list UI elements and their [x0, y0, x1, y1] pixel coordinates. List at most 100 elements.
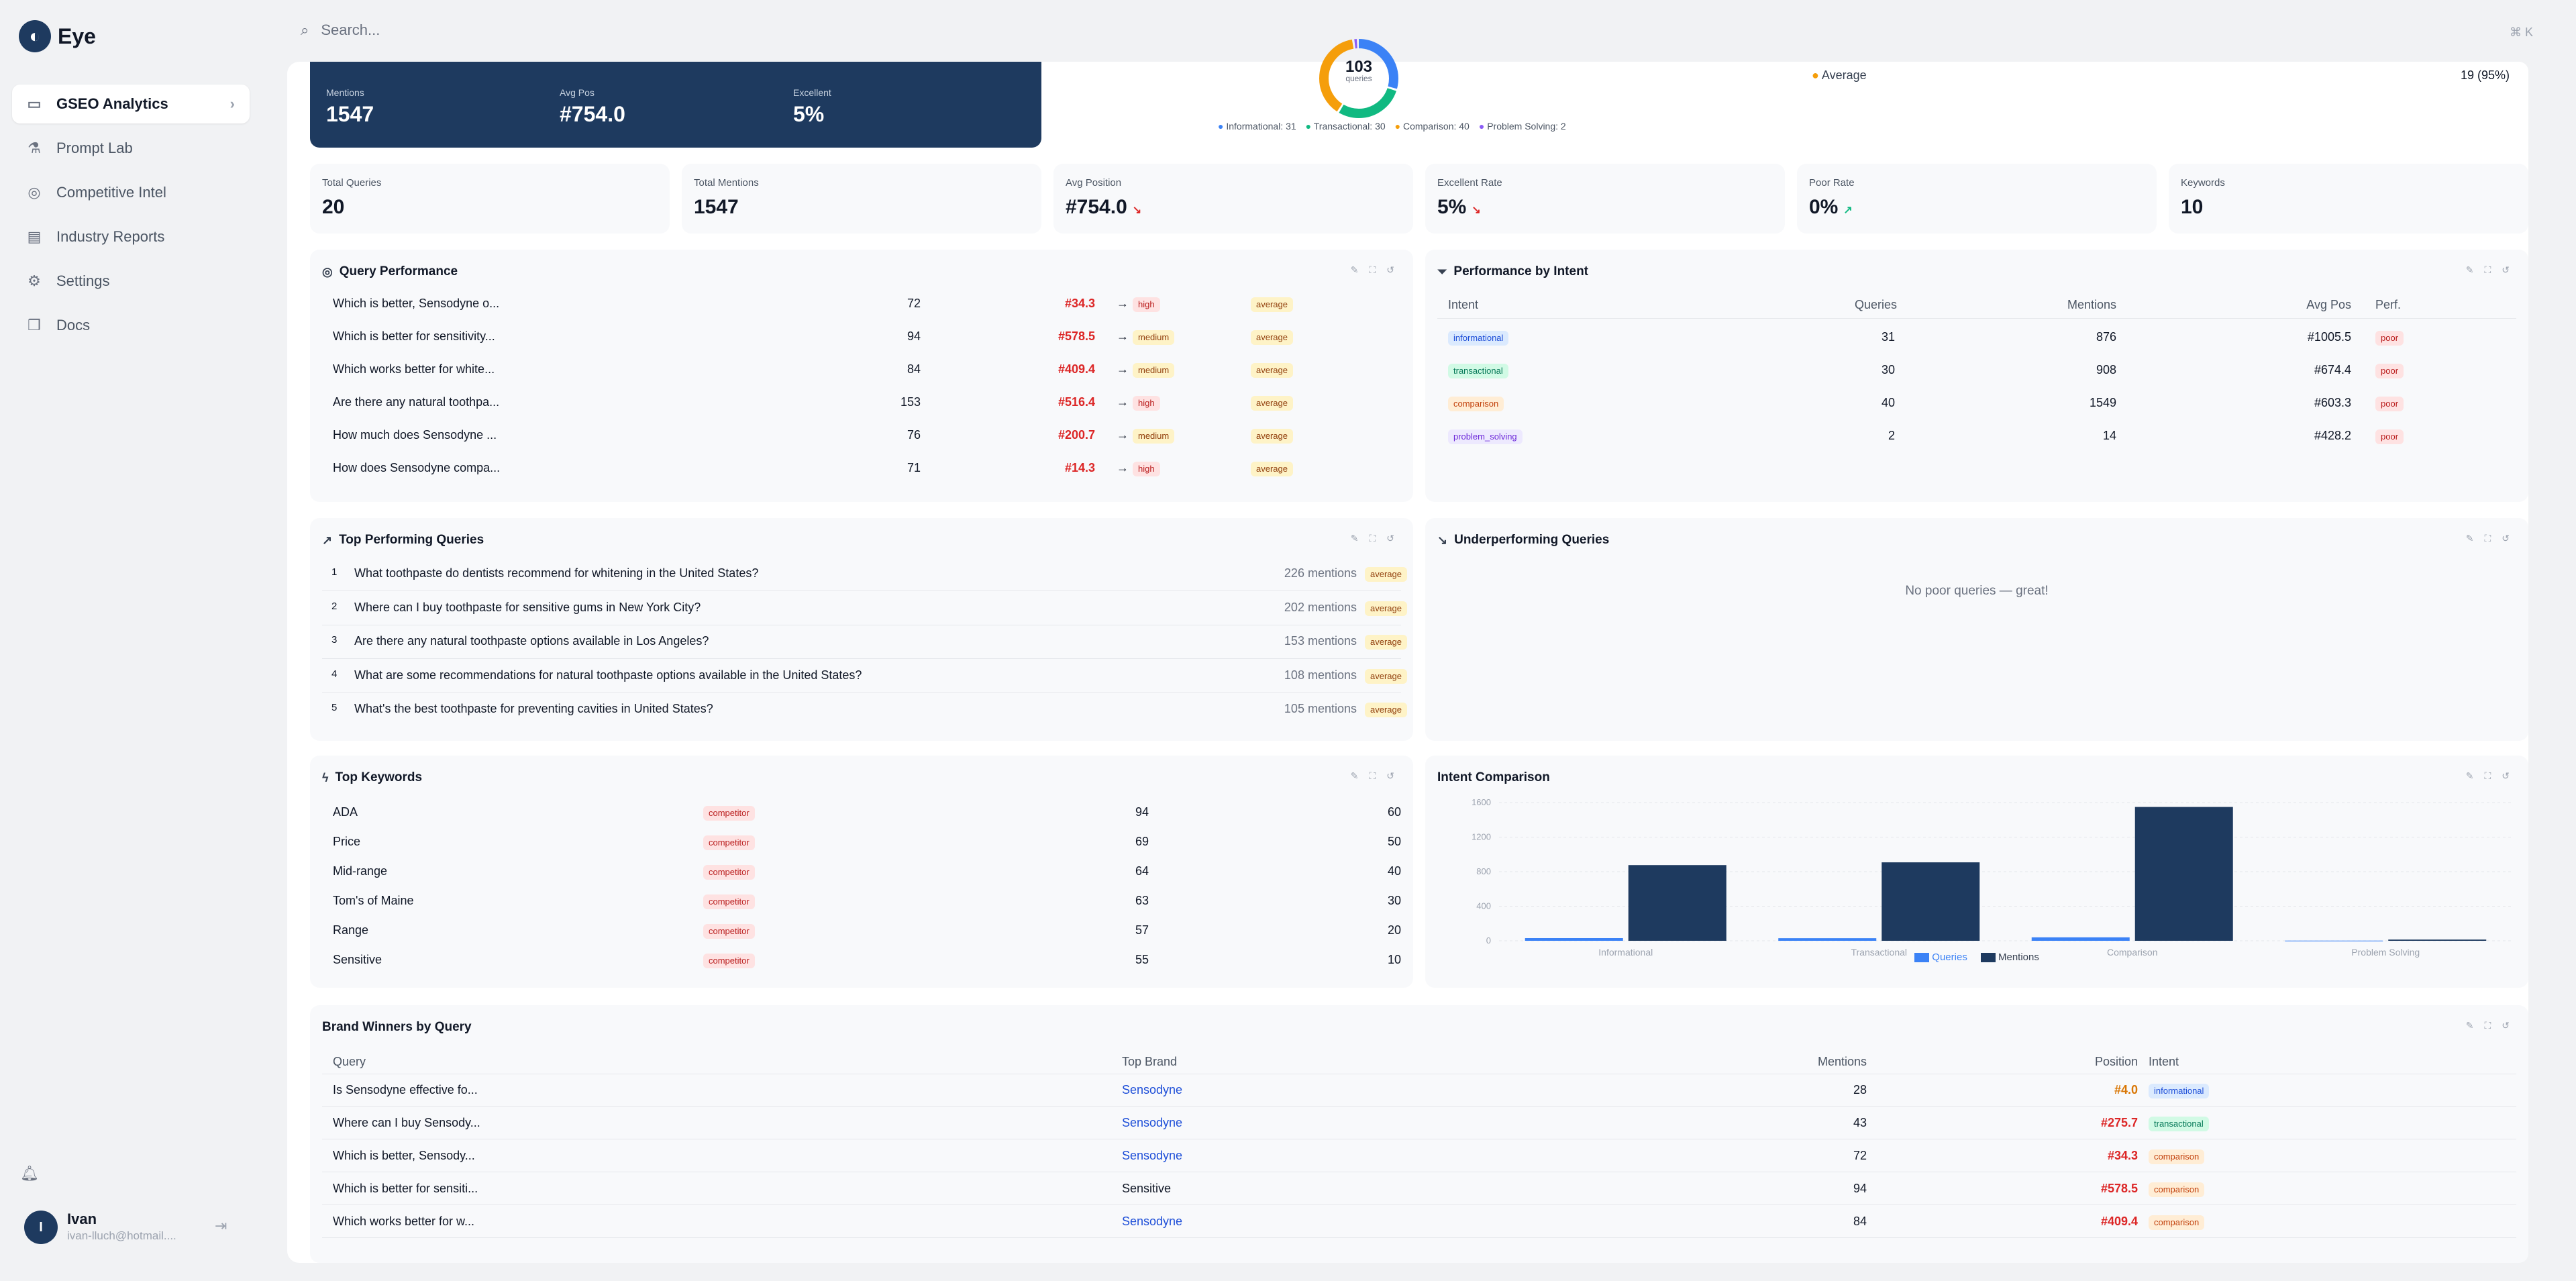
rank-number: 4	[331, 668, 338, 680]
mentions-count: 202 mentions	[1284, 600, 1357, 614]
bar-queries[interactable]	[1778, 938, 1877, 941]
card-tools[interactable]: ✎⛶↺	[1350, 770, 1405, 781]
bar-queries[interactable]	[1525, 938, 1623, 941]
sidebar-item-industry-reports[interactable]: ▤ Industry Reports	[12, 217, 250, 256]
intent-badge: comparison	[2149, 1215, 2205, 1230]
query-text[interactable]: Are there any natural toothpaste options…	[354, 634, 709, 648]
queries-count: 31	[1881, 330, 1895, 344]
query-text[interactable]: Which is better for sensiti...	[333, 1182, 478, 1195]
main-panel: Mentions 1547 Avg Pos #754.0 Excellent 5…	[287, 39, 2528, 1263]
query-text[interactable]: Is Sensodyne effective fo...	[333, 1083, 478, 1096]
keyword-text[interactable]: Range	[333, 923, 369, 937]
column-header[interactable]: Perf.	[2375, 298, 2402, 311]
keyword-text[interactable]: Mid-range	[333, 864, 388, 878]
query-text[interactable]: Are there any natural toothpa...	[333, 395, 500, 409]
avatar[interactable]: I	[24, 1211, 58, 1244]
column-header[interactable]: Queries	[1855, 298, 1898, 311]
trend-arrow-icon: →	[1117, 297, 1129, 310]
top-brand[interactable]: Sensodyne	[1122, 1116, 1183, 1129]
card-tools[interactable]: ✎⛶↺	[1350, 264, 1405, 275]
card-tools[interactable]: ✎⛶↺	[1350, 533, 1405, 544]
trend-arrow-icon: →	[1117, 461, 1129, 474]
hero-stat-value: #754.0	[560, 102, 625, 126]
sidebar-item-prompt-lab[interactable]: ⚗ Prompt Lab	[12, 129, 250, 168]
kpi-card: Total Queries 20	[310, 164, 670, 234]
bar-queries[interactable]	[2031, 937, 2130, 941]
mentions-count: 153	[900, 395, 921, 409]
query-text[interactable]: Which works better for w...	[333, 1215, 475, 1228]
column-header[interactable]: Intent	[1448, 298, 1479, 311]
x-tick-label: Informational	[1598, 947, 1653, 958]
sidebar-item-docs[interactable]: ❒ Docs	[12, 306, 250, 345]
legend-item[interactable]: Queries	[1914, 952, 1967, 963]
query-text[interactable]: What toothpaste do dentists recommend fo…	[354, 566, 759, 580]
sidebar-item-settings[interactable]: ⚙ Settings	[12, 262, 250, 301]
trend-arrow-icon: →	[1117, 428, 1129, 442]
column-header[interactable]: Position	[2094, 1055, 2138, 1068]
keyword-text[interactable]: Sensitive	[333, 953, 382, 966]
search-bar[interactable]: ⌕ Search...	[301, 21, 380, 39]
query-text[interactable]: Where can I buy Sensody...	[333, 1116, 480, 1129]
column-header[interactable]: Mentions	[1817, 1055, 1867, 1068]
mentions-count: 105 mentions	[1284, 702, 1357, 715]
intent-comparison-card: Intent Comparison ✎⛶↺ 0 400 800 1200 1600 Inf…	[1425, 756, 2528, 988]
app-logo-icon[interactable]: ◐	[19, 20, 51, 52]
column-header[interactable]: Intent	[2149, 1055, 2179, 1068]
bar-mentions[interactable]	[2134, 807, 2233, 941]
query-text[interactable]: Where can I buy toothpaste for sensitive…	[354, 600, 701, 614]
card-tools[interactable]: ✎⛶↺	[2465, 264, 2520, 275]
performance-badge: average	[1365, 601, 1407, 616]
card-tools[interactable]: ✎⛶↺	[2465, 533, 2520, 544]
mentions-count: 43	[1853, 1116, 1867, 1129]
legend-item[interactable]: Mentions	[1980, 952, 2039, 963]
query-text[interactable]: Which works better for white...	[333, 362, 495, 376]
bell-icon[interactable]: 🔔︎	[20, 1165, 39, 1182]
sidebar-item-label: GSEO Analytics	[56, 95, 168, 112]
hero-stat-value: 5%	[793, 102, 825, 126]
bar-mentions[interactable]	[1882, 862, 1980, 941]
bar-mentions[interactable]	[2388, 939, 2487, 941]
keyword-text[interactable]: Tom's of Maine	[333, 894, 414, 907]
keyword-text[interactable]: ADA	[333, 805, 358, 819]
query-text[interactable]: Which is better, Sensodyne o...	[333, 297, 500, 310]
bar-mentions[interactable]	[1628, 865, 1727, 941]
column-header[interactable]: Mentions	[2067, 298, 2116, 311]
query-performance-card: ◎ Query Performance ✎⛶↺ Which is better, …	[310, 250, 1413, 502]
card-tools[interactable]: ✎⛶↺	[2465, 1020, 2520, 1031]
sidebar-item-competitive-intel[interactable]: ◎ Competitive Intel	[12, 173, 250, 212]
donut-segment[interactable]	[1319, 39, 1398, 118]
search-input[interactable]: Search...	[321, 21, 380, 38]
performance-badge: average	[1365, 702, 1407, 717]
avg-position: #1005.5	[2307, 330, 2351, 344]
donut-segment[interactable]	[1319, 39, 1398, 118]
column-header[interactable]: Avg Pos	[2306, 298, 2351, 311]
mentions-count: 72	[907, 297, 921, 310]
sidebar-item-gseo-analytics[interactable]: ▭ GSEO Analytics ›	[12, 85, 250, 123]
avg-position: #14.3	[1064, 461, 1095, 474]
query-text[interactable]: How does Sensodyne compa...	[333, 461, 501, 474]
card-tools[interactable]: ✎⛶↺	[2465, 770, 2520, 781]
column-header[interactable]: Query	[333, 1055, 366, 1068]
intent-donut-card: 103 queries ● Informational: 31 ● Transa…	[1053, 39, 1785, 148]
top-brand[interactable]: Sensodyne	[1122, 1149, 1183, 1162]
top-brand[interactable]: Sensodyne	[1122, 1215, 1183, 1228]
query-text[interactable]: Which is better for sensitivity...	[333, 329, 495, 343]
avg-position: #200.7	[1058, 428, 1095, 442]
query-text[interactable]: What's the best toothpaste for preventin…	[354, 702, 713, 715]
keyword-text[interactable]: Price	[333, 835, 361, 848]
y-tick-label: 0	[1486, 935, 1491, 945]
user-email: ivan-lluch@hotmail....	[67, 1229, 176, 1242]
kpi-label: Poor Rate	[1809, 177, 1855, 189]
trending-up-icon: ↗	[322, 533, 333, 547]
donut-segment[interactable]	[1319, 39, 1398, 118]
top-brand[interactable]: Sensodyne	[1122, 1083, 1183, 1096]
hero-stat-label: Mentions	[326, 87, 364, 98]
logout-icon[interactable]: ⇥	[215, 1217, 227, 1234]
query-text[interactable]: How much does Sensodyne ...	[333, 428, 497, 442]
top-keywords-card: ϟ Top Keywords ✎⛶↺ ADA competitor 94 60 Price…	[310, 756, 1413, 988]
column-header[interactable]: Top Brand	[1122, 1055, 1178, 1068]
mentions-count: 71	[907, 461, 921, 474]
queries-count: 2	[1888, 429, 1895, 442]
query-text[interactable]: What are some recommendations for natura…	[354, 668, 862, 682]
query-text[interactable]: Which is better, Sensody...	[333, 1149, 475, 1162]
